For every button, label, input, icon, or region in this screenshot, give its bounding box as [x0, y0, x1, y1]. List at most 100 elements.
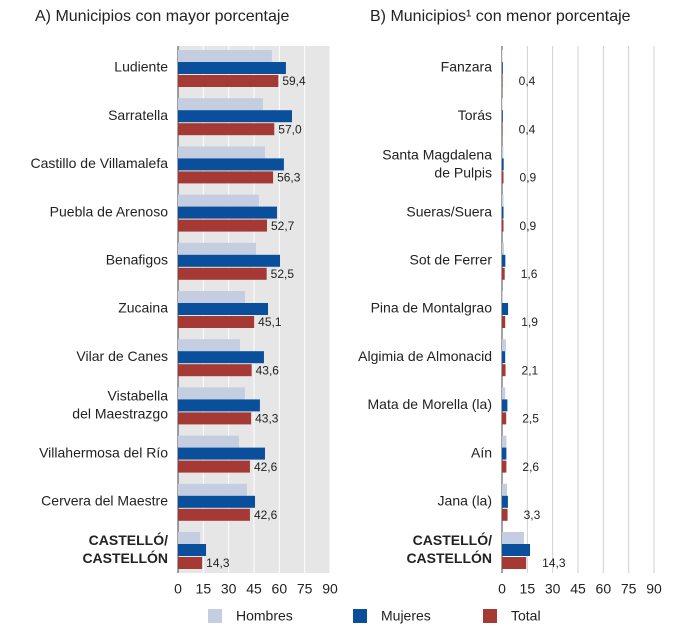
value-label: 2,1: [522, 363, 539, 377]
legend-swatch: [353, 609, 367, 623]
value-label: 1,6: [521, 267, 538, 281]
bar: [178, 158, 284, 171]
x-tick-label: 0: [498, 581, 506, 597]
value-label: 14,3: [206, 556, 230, 570]
value-label: 3,3: [524, 508, 541, 522]
category-label: CASTELLÓ/CASTELLÓN: [82, 531, 168, 566]
bar: [178, 339, 240, 352]
bar: [502, 316, 506, 328]
bar: [502, 447, 507, 460]
value-label: 0,9: [520, 171, 537, 185]
chart-title: B) Municipios¹ con menor porcentaje: [370, 8, 631, 25]
x-tick-label: 75: [621, 581, 637, 597]
bar: [178, 351, 264, 364]
value-label: 2,6: [522, 460, 539, 474]
category-label: Fanzara: [441, 59, 493, 75]
x-tick-label: 0: [174, 581, 182, 597]
x-tick-label: 75: [297, 581, 313, 597]
bar: [502, 242, 505, 255]
bar: [502, 495, 508, 508]
bar: [502, 339, 506, 352]
value-label: 0,9: [520, 219, 537, 233]
legend-swatch: [208, 609, 222, 623]
category-label: Sot de Ferrer: [410, 252, 493, 268]
category-label: Pina de Montalgrao: [371, 300, 493, 316]
category-label: Torás: [458, 107, 492, 123]
bar: [178, 110, 292, 123]
x-tick-label: 90: [646, 581, 662, 597]
bar: [178, 412, 252, 425]
bar: [178, 544, 207, 556]
bar: [502, 557, 527, 569]
category-label: Castillo de Villamalefa: [31, 155, 169, 171]
bar: [178, 206, 277, 219]
bar: [178, 483, 247, 496]
value-label: 59,4: [282, 74, 306, 88]
category-label: Mata de Morella (la): [368, 396, 493, 412]
bar: [502, 267, 505, 280]
x-tick-label: 90: [322, 581, 338, 597]
category-label: Vilar de Canes: [76, 348, 168, 364]
x-tick-label: 60: [596, 581, 612, 597]
x-tick-label: 15: [196, 581, 212, 597]
bar: [502, 123, 503, 136]
bar: [178, 435, 239, 448]
category-label: Santa Magdalena de Pulpis: [382, 146, 492, 180]
category-label: Algimia de Almonacid: [358, 348, 492, 364]
legend-label: Total: [511, 608, 541, 624]
value-label: 14,3: [542, 556, 566, 570]
bar: [502, 194, 504, 207]
bar: [178, 171, 274, 184]
bar: [502, 460, 507, 473]
bar: [502, 351, 506, 364]
category-label: Cervera del Maestre: [41, 493, 168, 509]
bar: [178, 399, 260, 412]
value-label: 42,6: [254, 460, 278, 474]
chart-title: A) Municipios con mayor porcentaje: [35, 8, 289, 25]
bar: [178, 267, 267, 280]
bar: [502, 483, 508, 496]
x-tick-label: 30: [221, 581, 237, 597]
category-label: Zucaina: [118, 300, 168, 316]
value-label: 52,5: [271, 267, 295, 281]
bar: [178, 460, 250, 473]
value-label: 42,6: [254, 508, 278, 522]
value-label: 43,6: [256, 363, 280, 377]
value-label: 52,7: [271, 219, 295, 233]
value-label: 0,4: [519, 74, 536, 88]
bar: [178, 194, 259, 207]
bar: [178, 146, 265, 159]
bar: [178, 98, 263, 111]
bar: [502, 435, 507, 448]
bar: [502, 387, 506, 400]
x-tick-label: 15: [520, 581, 536, 597]
bar: [502, 219, 504, 232]
bar: [178, 364, 252, 377]
bar: [178, 50, 272, 62]
bar: [502, 291, 503, 303]
category-label: Aín: [471, 444, 492, 460]
value-label: 43,3: [255, 412, 279, 426]
bar: [178, 557, 203, 569]
bar: [502, 544, 531, 556]
value-label: 57,0: [278, 122, 302, 136]
bar: [178, 316, 255, 328]
value-label: 1,9: [521, 315, 538, 329]
legend-swatch: [483, 609, 497, 623]
category-label: Benafigos: [106, 252, 168, 268]
category-label: Sueras/Suera: [406, 203, 492, 219]
bar: [502, 110, 503, 123]
category-label: Ludiente: [114, 59, 168, 75]
value-label: 45,1: [258, 315, 282, 329]
bar: [178, 123, 275, 136]
bar: [178, 508, 250, 521]
category-label: Villahermosa del Río: [39, 444, 168, 460]
x-tick-label: 45: [246, 581, 262, 597]
x-tick-label: 45: [570, 581, 586, 597]
bar: [502, 206, 504, 219]
category-label: Jana (la): [438, 493, 492, 509]
bar: [178, 219, 268, 232]
category-label: Vistabella del Maestrazgo: [72, 387, 168, 421]
value-label: 2,5: [522, 412, 539, 426]
